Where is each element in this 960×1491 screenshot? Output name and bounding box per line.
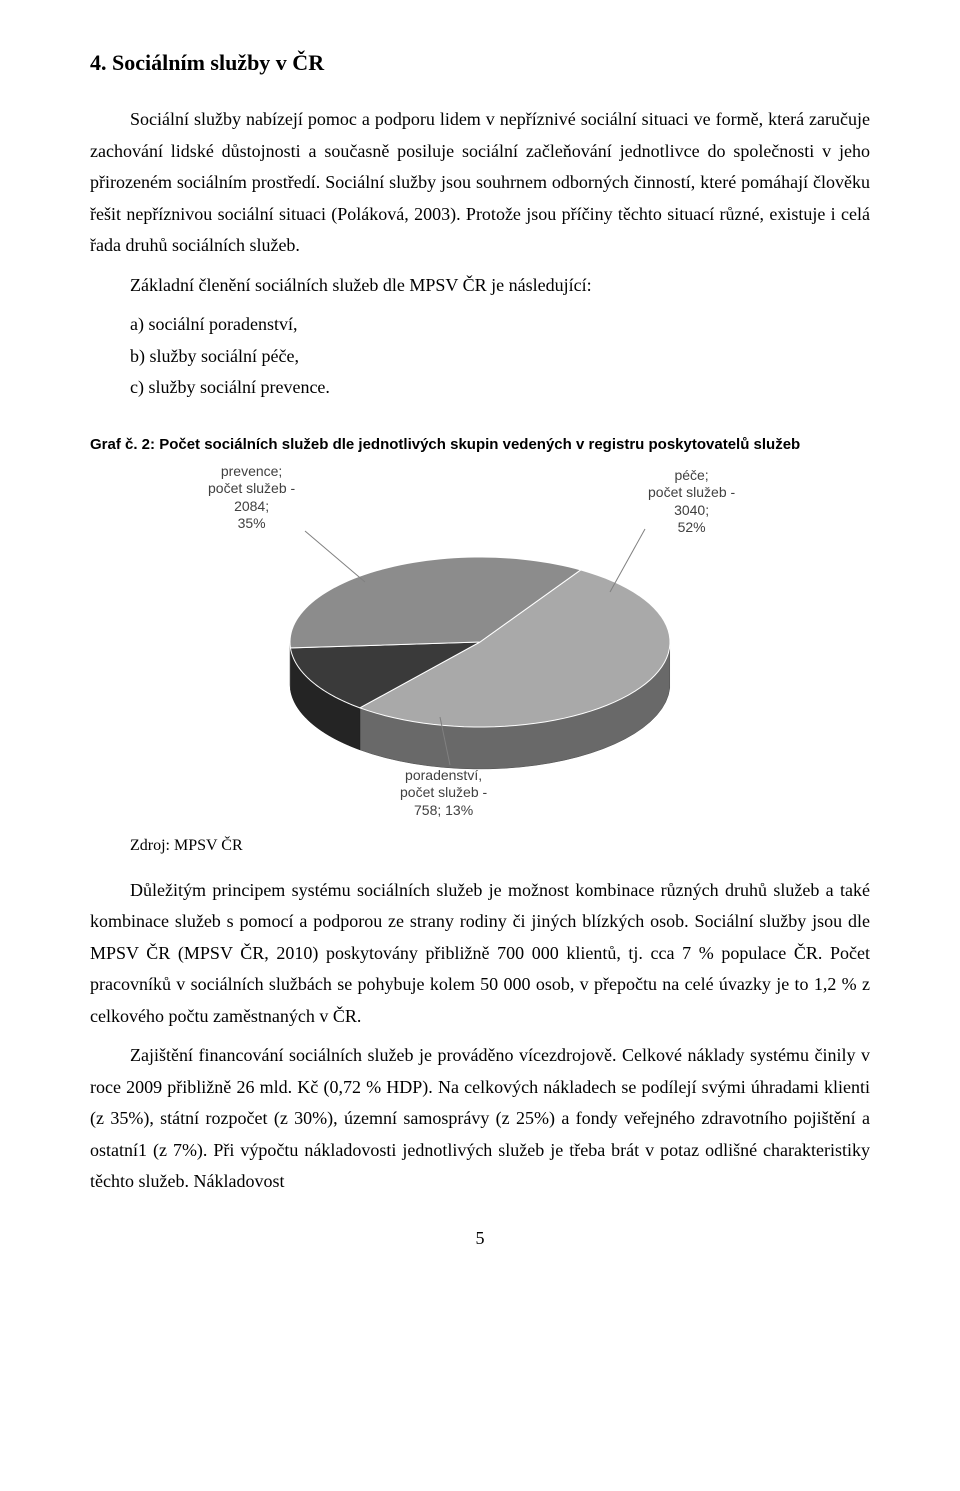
paragraph-intro: Sociální služby nabízejí pomoc a podporu…: [90, 104, 870, 262]
pie-label-poradenstvi: poradenství, počet služeb - 758; 13%: [400, 767, 487, 820]
list-item-c: c) služby sociální prevence.: [130, 372, 870, 404]
chart-caption: Graf č. 2: Počet sociálních služeb dle j…: [90, 434, 870, 455]
list-item-b: b) služby sociální péče,: [130, 341, 870, 373]
pie-chart: prevence; počet služeb - 2084; 35% péče;…: [190, 457, 770, 837]
page-number: 5: [90, 1228, 870, 1249]
paragraph-financing: Zajištění financování sociálních služeb …: [90, 1040, 870, 1198]
list-item-a: a) sociální poradenství,: [130, 309, 870, 341]
paragraph-principles: Důležitým principem systému sociálních s…: [90, 875, 870, 1033]
pie-label-prevence: prevence; počet služeb - 2084; 35%: [208, 463, 295, 533]
classification-list: a) sociální poradenství, b) služby sociá…: [90, 309, 870, 404]
pie-label-pece: péče; počet služeb - 3040; 52%: [648, 467, 735, 537]
section-heading: 4. Sociálním služby v ČR: [90, 50, 870, 76]
paragraph-list-intro: Základní členění sociálních služeb dle M…: [90, 270, 870, 302]
chart-source: Zdroj: MPSV ČR: [130, 837, 870, 855]
